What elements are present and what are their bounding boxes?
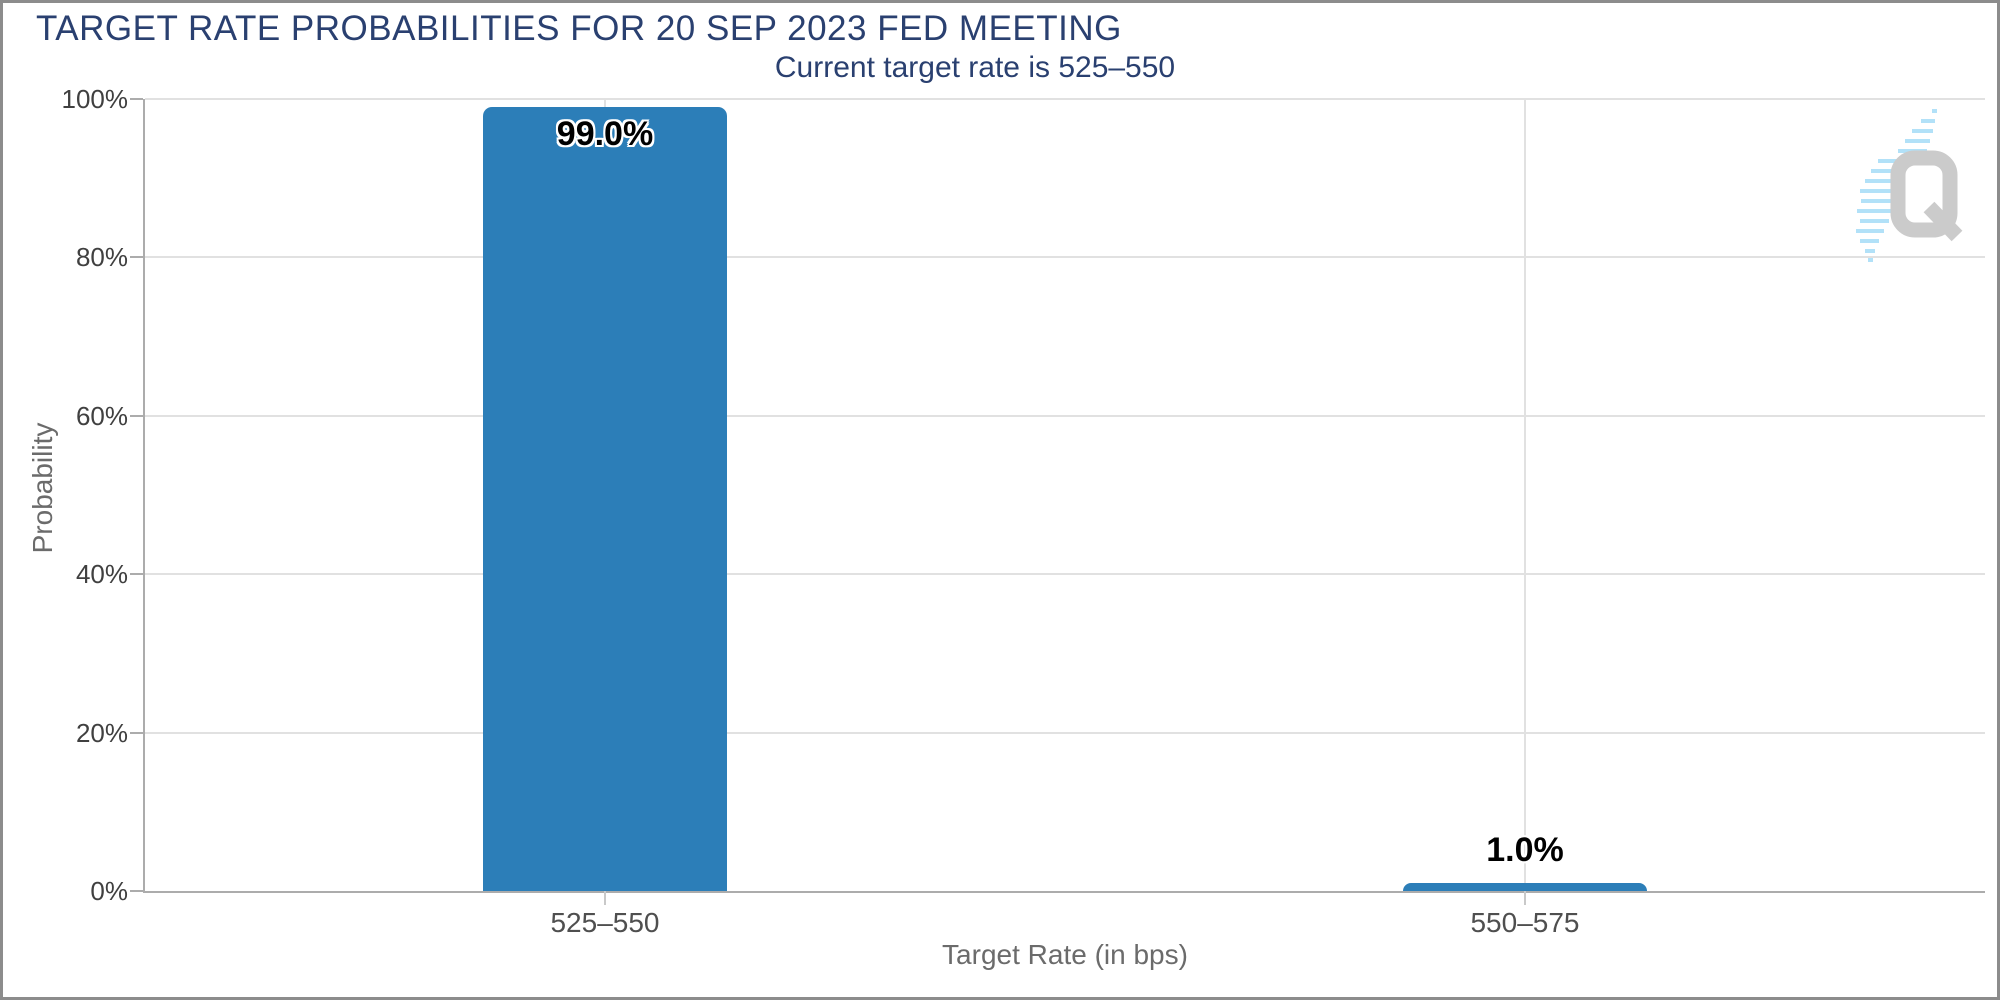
y-axis-line	[143, 99, 145, 893]
gridline-horizontal	[145, 414, 1985, 417]
y-tick-label: 100%	[61, 84, 129, 114]
plot-area: 0% 20% 40% 60% 80% 100% 99.0% 1.0% 525–550 550–…	[62, 86, 1985, 938]
y-tick-mark	[130, 573, 143, 576]
y-tick-label: 80%	[75, 242, 128, 273]
y-tick-mark	[130, 98, 143, 100]
y-tick-mark	[130, 414, 143, 417]
y-tick-label: 40%	[75, 559, 128, 590]
x-axis-title: Target Rate (in bps)	[942, 939, 1188, 970]
bar-525-550[interactable]	[483, 106, 727, 891]
x-tick-label: 550–575	[1470, 907, 1580, 938]
y-tick-label: 20%	[75, 717, 128, 748]
q-letter-bowl	[1890, 150, 1958, 238]
logo-streak-lines	[1856, 109, 1937, 262]
q-letter-tail	[1923, 201, 1963, 242]
y-tick-label: 60%	[75, 400, 128, 431]
gridline-vertical	[1524, 99, 1526, 891]
gridline-horizontal	[145, 256, 1985, 259]
bar-550-575[interactable]	[1403, 883, 1647, 891]
gridline-horizontal	[145, 98, 1985, 100]
y-tick-label: 0%	[90, 876, 128, 906]
y-tick-mark	[130, 890, 143, 892]
chart-subtitle: Current target rate is 525–550	[774, 51, 1176, 84]
gridline-horizontal	[145, 573, 1985, 576]
y-tick-mark	[130, 731, 143, 734]
y-tick-mark	[130, 256, 143, 259]
chart-title: TARGET RATE PROBABILITIES FOR 20 SEP 202…	[36, 9, 1122, 48]
x-tick-mark	[1524, 891, 1526, 905]
x-axis-line	[143, 891, 1985, 893]
x-tick-mark	[604, 891, 606, 905]
bar-value-label: 99.0%	[556, 114, 654, 153]
y-axis-title: Probability	[27, 422, 58, 554]
bar-value-label: 1.0%	[1486, 831, 1564, 870]
x-tick-label: 525–550	[550, 907, 660, 938]
q-logo-watermark	[1856, 109, 1963, 262]
gridline-horizontal	[145, 731, 1985, 734]
